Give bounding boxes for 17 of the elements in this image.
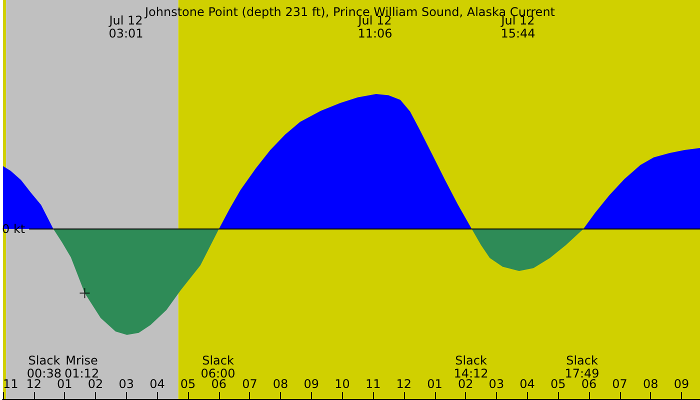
x-tick-label: 10 — [334, 377, 350, 391]
x-tick-label: 01 — [427, 377, 442, 391]
x-tick-label: 08 — [643, 377, 658, 391]
x-tick-label: 03 — [488, 377, 504, 391]
x-tick-label: 11 — [365, 377, 381, 391]
x-tick-label: 05 — [550, 377, 566, 391]
x-tick-label: 09 — [674, 377, 690, 391]
x-tick-label: 07 — [242, 377, 258, 391]
x-tick-label: 08 — [272, 377, 288, 391]
x-tick-label: 04 — [520, 377, 535, 391]
x-tick-label: 05 — [180, 377, 196, 391]
x-tick-label: 12 — [396, 377, 412, 391]
text: Jul 12 03:01 — [108, 14, 144, 40]
x-tick-label: 07 — [612, 377, 628, 391]
x-tick-label: 09 — [304, 377, 320, 391]
x-tick-label: 03 — [118, 377, 134, 391]
x-tick-label: 04 — [150, 377, 165, 391]
